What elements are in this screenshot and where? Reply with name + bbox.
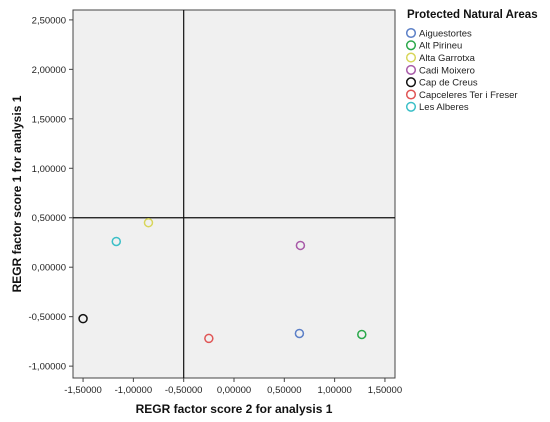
legend-entry: Alta Garrotxa — [419, 53, 476, 64]
legend-entry: Alt Pirineu — [419, 41, 462, 52]
x-tick-label: 0,50000 — [267, 385, 301, 396]
plot-area — [72, 9, 396, 379]
legend-marker — [405, 27, 417, 39]
y-tick-label: 2,00000 — [32, 65, 66, 76]
x-tick-label: -0,50000 — [165, 385, 203, 396]
y-tick-label: 1,00000 — [32, 164, 66, 175]
legend-entry: Les Alberes — [419, 102, 469, 113]
y-axis-label: REGR factor score 1 for analysis 1 — [10, 95, 24, 292]
data-point — [204, 333, 214, 344]
x-axis-ticks: -1,50000 -1,00000 -0,50000 0,00000 0,50000 1,… — [64, 378, 402, 396]
y-tick-label: -1,00000 — [28, 362, 66, 373]
data-points — [78, 217, 367, 344]
x-tick-label: 1,00000 — [317, 385, 351, 396]
reference-lines — [73, 10, 395, 378]
x-tick-label: -1,00000 — [115, 385, 153, 396]
legend-entry: Aiguestortes — [419, 28, 472, 39]
legend-marker — [405, 52, 417, 63]
legend-entry: Cap de Creus — [419, 78, 478, 89]
legend-marker — [405, 40, 417, 51]
data-point — [295, 240, 306, 251]
data-point — [143, 217, 154, 228]
y-tick-label: 1,50000 — [32, 114, 66, 125]
x-axis-label: REGR factor score 2 for analysis 1 — [136, 402, 333, 416]
y-tick-label: 2,50000 — [32, 15, 66, 26]
y-tick-label: 0,00000 — [32, 263, 66, 274]
legend-entry: Cadi Moixero — [419, 65, 475, 76]
x-tick-label: 0,00000 — [217, 385, 251, 396]
legend-entry: Capceleres Ter i Freser — [419, 90, 518, 101]
x-tick-label: 1,50000 — [368, 385, 402, 396]
data-point — [78, 313, 88, 324]
data-point — [111, 236, 122, 247]
x-tick-label: -1,50000 — [64, 385, 102, 396]
legend-title: Protected Natural Areas — [407, 9, 538, 21]
legend-marker — [405, 64, 417, 75]
legend-marker — [405, 77, 417, 88]
legend-marker — [405, 101, 417, 112]
y-tick-label: -0,50000 — [28, 312, 66, 323]
data-point — [357, 329, 367, 340]
data-point — [294, 328, 305, 339]
y-axis-ticks: -1,00000 -0,50000 0,00000 0,50000 1,00000 1,5… — [28, 15, 73, 373]
legend-marker — [405, 89, 417, 100]
y-tick-label: 0,50000 — [32, 213, 66, 224]
legend: Protected Natural Areas Aiguestortes Alt … — [405, 9, 538, 113]
